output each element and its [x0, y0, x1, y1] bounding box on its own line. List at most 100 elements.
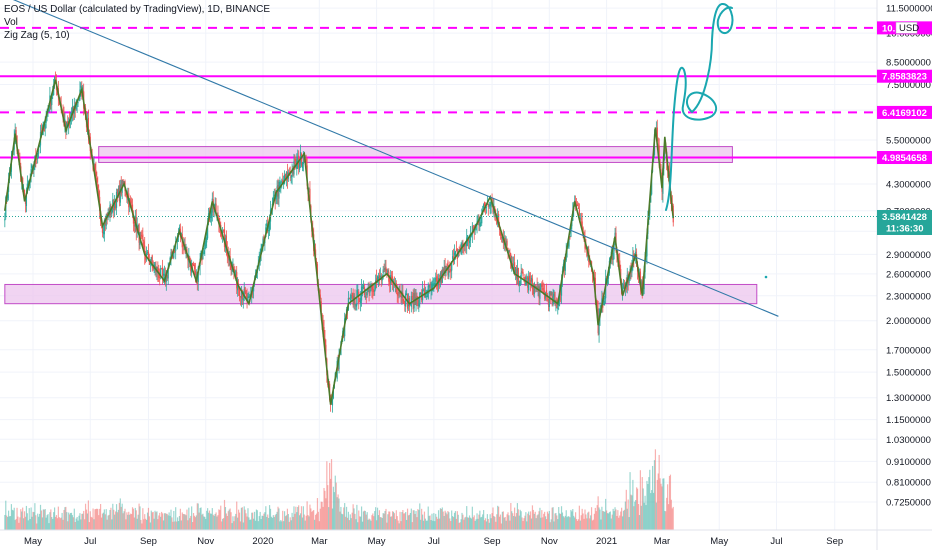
price-tick-label: 1.0300000: [886, 435, 931, 446]
candle-body: [431, 283, 433, 292]
volume-bar: [15, 518, 17, 530]
volume-bar: [355, 519, 357, 530]
candle-body: [117, 188, 120, 194]
volume-bar: [207, 512, 210, 530]
candle-body: [300, 153, 303, 166]
volume-bar: [441, 507, 443, 530]
volume-bar: [471, 506, 473, 530]
level-tag-10-text: 10.: [882, 23, 895, 34]
volume-bar: [640, 505, 642, 530]
volume-bar: [313, 509, 315, 530]
candle-body: [36, 158, 38, 160]
volume-bar: [192, 513, 195, 530]
candle-body: [325, 344, 327, 359]
candle-body: [570, 226, 572, 237]
symbol-title[interactable]: EOS / US Dollar (calculated by TradingVi…: [4, 4, 271, 15]
volume-bar: [391, 516, 393, 530]
price-tick-label: 1.3000000: [886, 393, 931, 404]
candle-body: [658, 145, 660, 160]
volume-bar: [67, 521, 69, 530]
volume-bar: [394, 519, 396, 530]
volume-bar: [302, 506, 304, 530]
volume-bar: [346, 517, 349, 530]
candle-body: [534, 284, 536, 288]
zigzag-indicator-label[interactable]: Zig Zag (5, 10): [4, 30, 70, 41]
volume-bar: [474, 520, 476, 530]
candle-body: [348, 298, 350, 300]
volume-bar: [667, 484, 669, 530]
volume-bar: [42, 509, 44, 530]
volume-bar: [607, 513, 610, 530]
volume-bar: [484, 518, 487, 530]
volume-bar: [294, 513, 296, 530]
volume-bar: [320, 501, 322, 530]
candle-body: [488, 204, 490, 206]
candle-body: [462, 242, 464, 246]
volume-bar: [33, 512, 35, 530]
volume-bar: [145, 519, 148, 530]
candle-body: [125, 193, 127, 195]
candle-body: [154, 264, 156, 267]
volume-bar: [532, 509, 534, 530]
candle-body: [266, 223, 268, 226]
volume-bar: [601, 506, 603, 530]
volume-bar: [131, 507, 134, 530]
candle-body: [375, 278, 378, 283]
volume-bar: [80, 519, 82, 530]
volume-bar: [430, 520, 432, 530]
volume-bar: [386, 522, 388, 530]
volume-bar: [469, 517, 472, 530]
volume-bar: [490, 518, 492, 530]
volume-bar: [36, 523, 38, 530]
candle-body: [211, 198, 213, 213]
descending-trendline: [12, 0, 779, 317]
candle-body: [222, 229, 225, 231]
volume-bar: [38, 513, 41, 530]
volume-bar: [403, 513, 405, 530]
time-axis[interactable]: May Jul Sep Nov 2020 Mar May Jul Sep Nov 2021 Mar Ma…: [24, 536, 843, 547]
volume-bar: [115, 511, 117, 530]
candle-body: [453, 252, 456, 256]
volume-bar: [468, 515, 471, 530]
candle-body: [148, 260, 151, 265]
volume-bar: [193, 515, 196, 530]
volume-bar: [478, 514, 480, 530]
volume-bar: [222, 518, 225, 530]
volume-bar: [526, 521, 528, 530]
candle-body: [273, 195, 275, 197]
volume-bar: [559, 513, 561, 530]
volume-bar: [499, 514, 502, 530]
candle-body: [635, 251, 637, 255]
volume-bar: [371, 515, 373, 530]
volume-bar: [521, 517, 523, 530]
volume-bar: [230, 512, 232, 530]
volume-bar: [502, 511, 504, 530]
volume-bar: [603, 511, 605, 530]
candle-body: [640, 282, 642, 285]
candle-body: [223, 229, 226, 248]
candle-body: [515, 268, 518, 279]
candle-body: [43, 123, 45, 132]
volume-bar: [124, 508, 126, 530]
volume-bar: [644, 495, 646, 530]
candle-body: [465, 243, 467, 247]
volume-bar: [10, 504, 13, 530]
candle-body: [548, 291, 550, 307]
volume-bar: [504, 516, 506, 530]
candle-body: [550, 291, 552, 295]
candle-body: [483, 204, 485, 209]
candle-body: [44, 124, 46, 129]
volume-bar: [7, 516, 9, 530]
volume-bar: [575, 512, 577, 530]
volume-bar: [414, 513, 416, 530]
volume-indicator-label[interactable]: Vol: [4, 17, 18, 28]
candle-body: [560, 279, 563, 296]
price-tick-label: 2.0000000: [886, 316, 931, 327]
candle-body: [580, 218, 582, 220]
candle-body: [487, 203, 489, 207]
volume-bar: [357, 522, 359, 530]
volume-bar: [461, 512, 463, 530]
volume-bar: [323, 488, 325, 530]
volume-bar: [273, 517, 275, 530]
